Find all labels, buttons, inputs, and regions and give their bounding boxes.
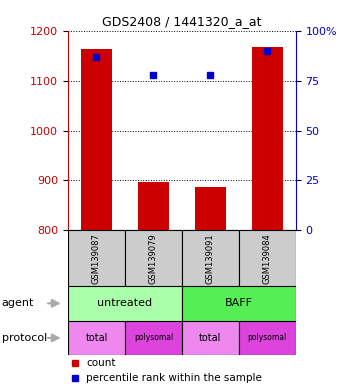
Text: GSM139079: GSM139079: [149, 233, 158, 284]
Bar: [182, 230, 239, 286]
Text: GSM139084: GSM139084: [263, 233, 272, 284]
Bar: [81, 49, 112, 230]
Bar: [182, 286, 296, 321]
Text: agent: agent: [2, 298, 34, 308]
Text: protocol: protocol: [2, 333, 47, 343]
Text: percentile rank within the sample: percentile rank within the sample: [86, 372, 262, 383]
Bar: [125, 321, 182, 355]
Bar: [252, 47, 283, 230]
Text: GSM139091: GSM139091: [206, 233, 215, 283]
Text: polysomal: polysomal: [248, 333, 287, 343]
Text: total: total: [199, 333, 222, 343]
Title: GDS2408 / 1441320_a_at: GDS2408 / 1441320_a_at: [102, 15, 262, 28]
Text: total: total: [85, 333, 108, 343]
Text: BAFF: BAFF: [225, 298, 253, 308]
Text: untreated: untreated: [97, 298, 153, 308]
Bar: [239, 321, 296, 355]
Text: count: count: [86, 358, 116, 368]
Bar: [68, 321, 125, 355]
Text: GSM139087: GSM139087: [92, 233, 101, 284]
Text: polysomal: polysomal: [134, 333, 173, 343]
Bar: [125, 230, 182, 286]
Bar: [182, 321, 239, 355]
Bar: [195, 187, 226, 230]
Bar: [68, 286, 182, 321]
Bar: [239, 230, 296, 286]
Bar: [138, 182, 169, 230]
Bar: [68, 230, 125, 286]
